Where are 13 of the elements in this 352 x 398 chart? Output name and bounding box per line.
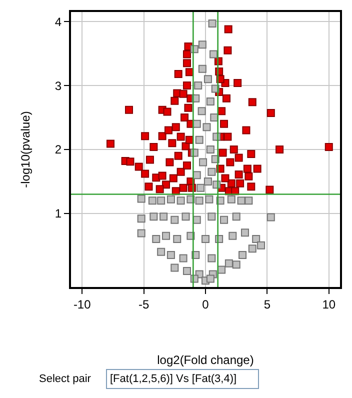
x-axis-title: log2(Fold change) [157, 352, 254, 367]
x-tick-label: 10 [322, 297, 336, 312]
y-axis-title: -log10(pvalue) [18, 111, 33, 188]
y-tick-label: 4 [54, 14, 62, 29]
x-tick-label: 0 [202, 297, 210, 312]
y-tick-label: 1 [54, 206, 62, 221]
y-tick-label: 3 [54, 78, 62, 93]
text: Select pair [39, 373, 92, 385]
text: [Fat(1,2,5,6)] Vs [Fat(3,4)] [110, 373, 255, 385]
x-tick-label: -10 [73, 297, 92, 312]
x-tick-label: -5 [138, 297, 150, 312]
y-tick-label: 2 [54, 142, 62, 157]
x-tick-label: 5 [264, 297, 271, 312]
